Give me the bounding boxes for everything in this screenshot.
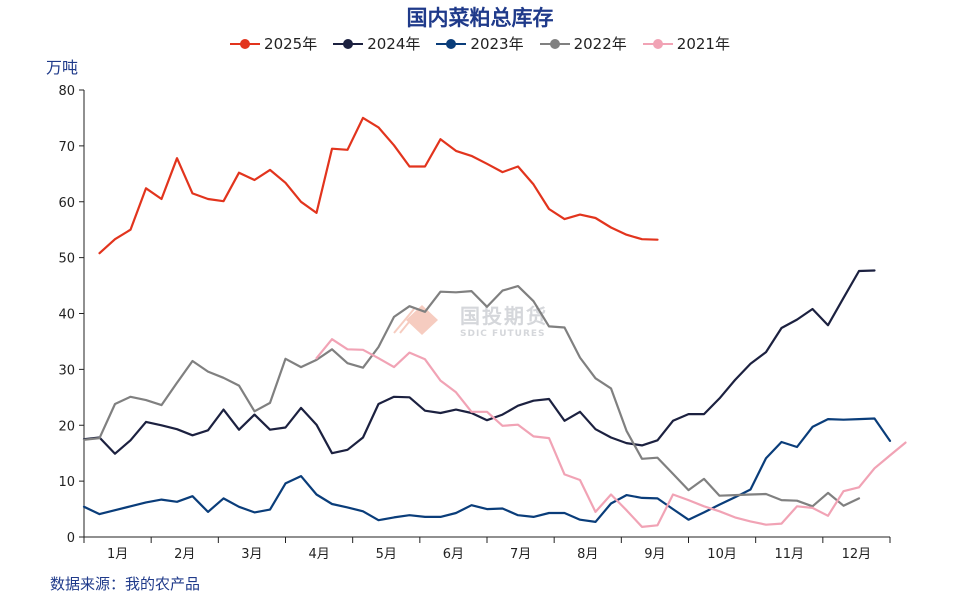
x-tick-label: 11月 — [774, 547, 804, 562]
data-source: 数据来源：我的农产品 — [50, 575, 201, 593]
x-tick-label: 10月 — [707, 547, 737, 562]
y-axis-unit-label: 万吨 — [46, 58, 79, 77]
y-tick-label: 40 — [58, 308, 75, 323]
series-line-2023年 — [82, 417, 892, 524]
y-tick-label: 20 — [58, 419, 75, 434]
x-tick-label: 7月 — [510, 547, 531, 562]
x-tick-label: 3月 — [241, 547, 262, 562]
legend-swatch-icon — [642, 38, 673, 49]
y-tick-label: 50 — [58, 252, 75, 267]
legend-label: 2023年 — [470, 35, 524, 53]
watermark-logo-icon — [393, 304, 438, 335]
legend-item: 2025年 — [230, 33, 317, 54]
legend-label: 2022年 — [573, 35, 627, 53]
x-tick-label: 12月 — [842, 547, 872, 562]
legend-label: 2025年 — [264, 35, 318, 53]
legend-item: 2021年 — [642, 33, 730, 54]
y-tick-label: 70 — [58, 140, 75, 155]
legend-item: 2023年 — [436, 33, 524, 54]
x-tick-label: 4月 — [308, 547, 329, 562]
x-tick-label: 6月 — [443, 547, 464, 562]
chart-legend: 2025年 2024年 2023年 2022年 2021年 — [0, 33, 960, 54]
legend-label: 2024年 — [367, 35, 421, 53]
legend-swatch-icon — [230, 38, 261, 49]
watermark-main-text: 国投期货 — [460, 304, 548, 328]
legend-label: 2021年 — [676, 35, 730, 53]
legend-item: 2024年 — [333, 33, 420, 54]
y-tick-label: 0 — [67, 531, 75, 546]
legend-item: 2022年 — [539, 33, 627, 54]
y-tick-label: 60 — [58, 196, 75, 211]
y-tick-label: 80 — [58, 84, 75, 99]
series-line-2022年 — [82, 285, 861, 508]
y-tick-label: 30 — [58, 363, 75, 378]
legend-swatch-icon — [539, 38, 570, 49]
legend-swatch-icon — [333, 38, 364, 49]
y-tick-label: 10 — [58, 475, 75, 490]
x-tick-label: 9月 — [644, 547, 665, 562]
watermark: 国投期货 SDIC FUTURES — [392, 300, 548, 339]
chart-title: 国内菜粕总库存 — [406, 6, 554, 30]
x-tick-label: 8月 — [577, 547, 598, 562]
x-tick-label: 1月 — [107, 547, 128, 562]
x-tick-label: 5月 — [376, 547, 397, 562]
x-tick-label: 2月 — [174, 547, 195, 562]
legend-swatch-icon — [436, 38, 467, 49]
series-line-2025年 — [98, 116, 659, 255]
watermark-sub-text: SDIC FUTURES — [460, 329, 546, 339]
series-line-2024年 — [82, 269, 876, 455]
series-line-2021年 — [315, 338, 907, 529]
